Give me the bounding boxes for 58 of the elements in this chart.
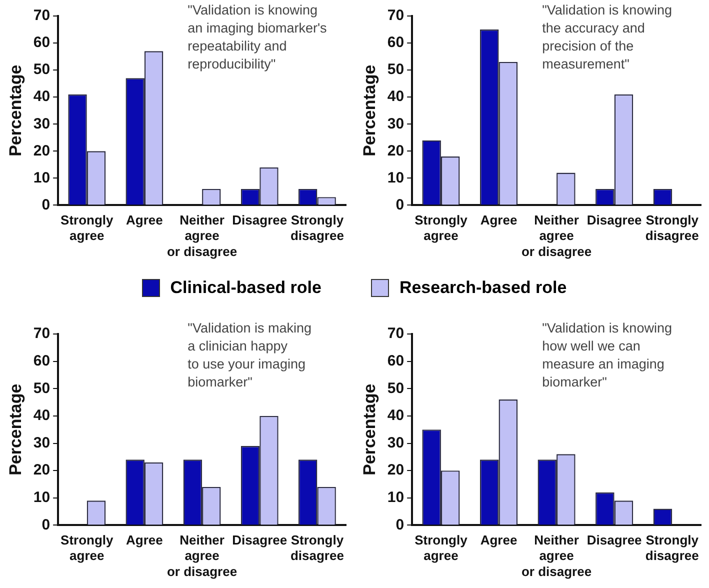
annotation: "Validation is making a clinician happy to use your imaging biomarker"	[188, 320, 312, 390]
y-tick-label: 30	[33, 434, 50, 452]
annotation: "Validation is knowing an imaging biomarker's repeatability and reproducibility"	[188, 2, 328, 72]
y-axis-title: Percentage	[6, 64, 25, 156]
x-tick-label: Disagree	[586, 212, 642, 228]
x-tick-label: Disagree	[586, 532, 642, 548]
y-tick-label: 0	[396, 196, 404, 214]
y-tick-label: 60	[33, 352, 50, 370]
y-tick-label: 60	[387, 34, 404, 52]
x-tick-label: Strongly disagree	[645, 212, 700, 244]
y-tick-label: 0	[42, 516, 50, 534]
y-tick-label: 20	[387, 142, 404, 160]
annotation: "Validation is knowing the accuracy and precision of the measurement"	[542, 2, 672, 72]
legend-label: Research-based role	[399, 278, 567, 298]
y-axis-title: Percentage	[360, 64, 379, 156]
y-tick-label: 30	[33, 115, 50, 132]
y-tick-label: 10	[33, 489, 50, 506]
y-tick-label: 40	[33, 88, 50, 106]
x-tick-label: Strongly agree	[414, 532, 468, 564]
y-tick-label: 60	[387, 352, 404, 370]
y-tick-label: 10	[387, 489, 404, 506]
x-tick-label: Disagree	[232, 532, 288, 548]
y-tick-label: 40	[387, 88, 404, 106]
x-tick-label: Agree	[480, 532, 518, 548]
y-tick-label: 40	[387, 407, 404, 424]
y-tick-label: 30	[387, 115, 404, 132]
y-tick-label: 70	[387, 325, 404, 342]
y-tick-label: 10	[33, 169, 50, 186]
y-tick-label: 70	[33, 325, 50, 342]
x-tick-label: Strongly agree	[60, 532, 114, 564]
x-tick-label: Strongly disagree	[290, 532, 344, 564]
y-tick-label: 60	[33, 34, 50, 52]
x-tick-label: Strongly disagree	[645, 532, 700, 564]
x-tick-label: Agree	[126, 212, 163, 228]
legend-label: Clinical-based role	[170, 278, 322, 298]
y-tick-label: 50	[33, 61, 50, 78]
y-tick-label: 50	[387, 61, 404, 78]
y-tick-label: 50	[387, 380, 404, 397]
x-tick-label: Strongly disagree	[290, 212, 344, 244]
y-tick-label: 20	[33, 462, 50, 479]
y-tick-label: 70	[387, 7, 404, 24]
y-tick-label: 70	[33, 7, 50, 24]
y-tick-label: 0	[42, 196, 50, 214]
x-tick-label: Strongly agree	[414, 212, 468, 244]
y-tick-label: 0	[396, 516, 404, 534]
y-axis-title: Percentage	[360, 384, 379, 476]
annotation: "Validation is knowing how well we can measure an imaging biomarker"	[542, 320, 672, 390]
x-tick-label: Agree	[480, 212, 518, 228]
y-axis-title: Percentage	[6, 384, 25, 476]
y-tick-label: 20	[387, 462, 404, 479]
y-tick-label: 40	[33, 407, 50, 424]
y-tick-label: 10	[387, 169, 404, 186]
y-tick-label: 20	[33, 142, 50, 160]
y-tick-label: 30	[387, 434, 404, 452]
x-tick-label: Agree	[126, 532, 163, 548]
x-tick-label: Strongly agree	[60, 212, 114, 244]
y-tick-label: 50	[33, 380, 50, 397]
x-tick-label: Disagree	[232, 212, 288, 228]
